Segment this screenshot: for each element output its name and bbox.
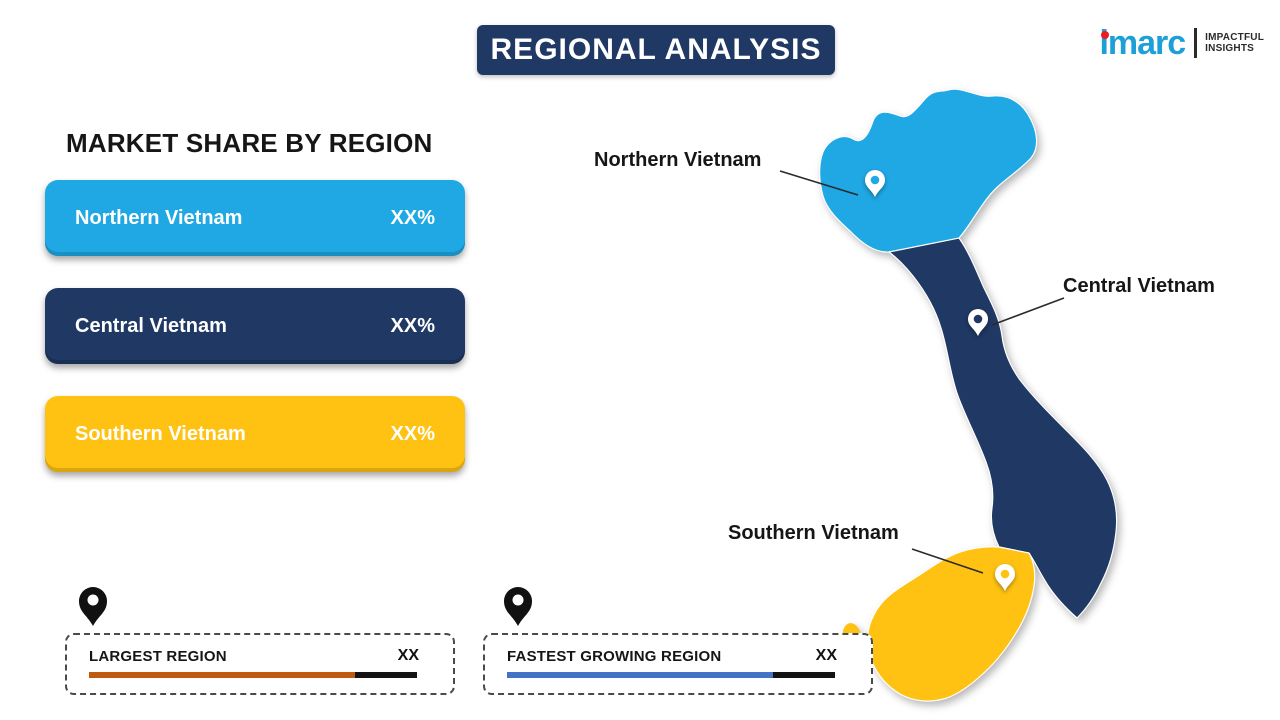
largest-region-bar (89, 672, 418, 678)
region-card-value: XX% (390, 422, 435, 445)
map-region-northern-vietnam (819, 88, 1038, 254)
region-card-central-vietnam: Central Vietnam XX% (45, 288, 465, 364)
imarc-logo: imarc IMPACTFUL INSIGHTS (1099, 26, 1264, 60)
largest-region-label: LARGEST REGION (89, 647, 227, 665)
fastest-growing-region-value: XX (815, 647, 837, 664)
leader-line-southern (911, 548, 984, 574)
region-card-value: XX% (390, 314, 435, 337)
imarc-logo-red-dot-icon (1101, 31, 1110, 39)
market-share-heading: MARKET SHARE BY REGION (66, 128, 433, 158)
region-card-northern-vietnam: Northern Vietnam XX% (45, 180, 465, 256)
region-card-label: Southern Vietnam (75, 422, 246, 445)
vietnam-map (819, 88, 1118, 702)
largest-region-bar-end (354, 672, 418, 678)
largest-region-bar-main (89, 672, 355, 678)
southern-map-pin-icon (995, 564, 1015, 591)
map-label-central-vietnam: Central Vietnam (1063, 275, 1215, 297)
northern-map-pin-icon (865, 170, 885, 197)
imarc-tagline-line2: INSIGHTS (1205, 43, 1254, 54)
page-title: REGIONAL ANALYSIS (490, 33, 822, 66)
imarc-logo-wordmark: imarc (1099, 24, 1186, 62)
title-banner: REGIONAL ANALYSIS (477, 25, 835, 75)
legend-row: FASTEST GROWING REGION XX (507, 647, 849, 665)
leader-line-central (991, 297, 1065, 326)
fastest-growing-region-box: FASTEST GROWING REGION XX (483, 633, 873, 695)
region-card-label: Northern Vietnam (75, 206, 243, 229)
region-card-value: XX% (390, 206, 435, 229)
imarc-tagline-line1: IMPACTFUL (1205, 32, 1264, 43)
map-region-southern-vietnam (866, 546, 1036, 702)
imarc-logo-text: imarc (1099, 24, 1186, 62)
region-card-label: Central Vietnam (75, 314, 227, 337)
map-label-southern-vietnam: Southern Vietnam (728, 522, 899, 544)
legend-row: LARGEST REGION XX (89, 647, 431, 665)
map-label-northern-vietnam: Northern Vietnam (594, 149, 762, 171)
largest-region-value: XX (397, 647, 419, 664)
largest-region-box: LARGEST REGION XX (65, 633, 455, 695)
region-card-southern-vietnam: Southern Vietnam XX% (45, 396, 465, 472)
fastest-growing-region-bar-end (772, 672, 836, 678)
fastest-growing-region-pin-icon (504, 587, 532, 626)
leader-line-northern (779, 170, 859, 196)
fastest-growing-region-bar (507, 672, 836, 678)
imarc-logo-divider (1194, 28, 1198, 58)
largest-region-pin-icon (79, 587, 107, 626)
fastest-growing-region-label: FASTEST GROWING REGION (507, 647, 722, 665)
central-map-pin-icon (968, 309, 988, 336)
fastest-growing-region-bar-main (507, 672, 773, 678)
leader-lines (779, 170, 1065, 574)
imarc-logo-tagline: IMPACTFUL INSIGHTS (1205, 32, 1264, 54)
